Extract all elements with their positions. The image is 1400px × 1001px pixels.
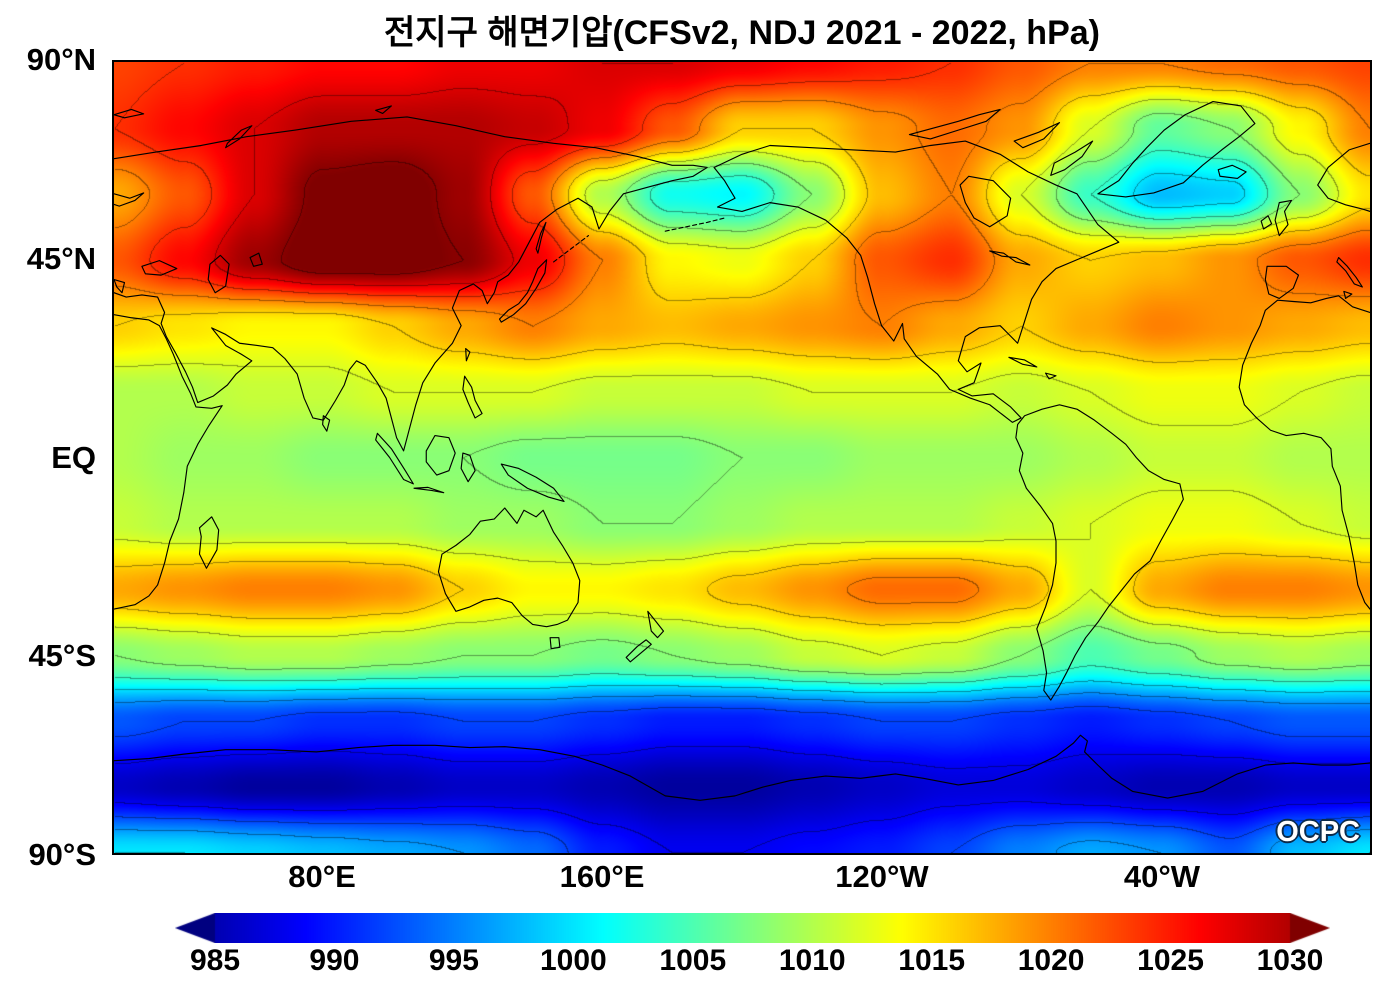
coastline-new-zealand	[626, 611, 663, 662]
coastline-south-america	[1016, 405, 1183, 700]
colorbar-tick-label: 1025	[1137, 944, 1204, 977]
coastline-cuba	[1009, 357, 1037, 367]
coastline-taiwan	[466, 349, 470, 361]
x-tick-label: 40°W	[1123, 859, 1201, 894]
y-tick-label: 90°S	[28, 837, 96, 872]
pressure-field-canvas	[114, 62, 1370, 853]
coastline-antarctica	[114, 735, 1370, 800]
x-tick-label: 80°E	[288, 859, 356, 894]
coastline-iberia	[1265, 266, 1298, 298]
coastline-greenland	[1098, 102, 1255, 197]
coastline-aleutian-islands	[665, 218, 724, 231]
x-tick-label: 160°E	[559, 859, 645, 894]
colorbar-tick-label: 1015	[898, 944, 966, 977]
coastline-great-lakes	[990, 251, 1030, 265]
coastline-hudson-bay	[960, 176, 1011, 227]
coastline-black-sea	[142, 261, 177, 276]
colorbar-tick-label: 1010	[778, 944, 846, 977]
colorbar-tick-label: 1030	[1256, 944, 1324, 977]
colorbar-tick-label: 1005	[659, 944, 727, 977]
coastline-caspian-sea	[208, 255, 229, 292]
chart-title: 전지구 해면기압(CFSv2, NDJ 2021 - 2022, hPa)	[384, 14, 1100, 52]
colorbar-canvas	[175, 913, 1330, 943]
colorbar-ticks: 985 990 995 1000 1005 1010 1015 1020 1025 1030	[175, 944, 1330, 990]
coastline-novaya-zemlya	[226, 126, 252, 148]
coastline-svalbard	[114, 109, 144, 117]
y-tick-label: 90°N	[26, 42, 96, 77]
x-axis: 80°E 160°E 120°W 40°W	[112, 859, 1372, 901]
coastline-japan	[500, 260, 547, 322]
coastline-sri-lanka	[323, 416, 330, 431]
coastline-australia	[438, 508, 579, 627]
coastline-new-guinea	[501, 464, 564, 501]
y-tick-label: 45°N	[26, 240, 96, 276]
map-plot-area: OCPC	[112, 60, 1372, 855]
colorbar-tick-label: 1000	[539, 944, 607, 977]
coastline-aral-sea	[250, 253, 262, 266]
coastline-madagascar	[199, 517, 218, 568]
coastline-scandinavia	[1318, 143, 1370, 211]
coastline-italy	[1337, 258, 1362, 287]
coastline-greece	[114, 280, 124, 293]
coastline-severnaya-zemlya	[376, 106, 392, 113]
x-tick-label: 120°W	[835, 859, 929, 894]
coastline-sakhalin	[536, 222, 546, 253]
y-tick-label: EQ	[51, 439, 96, 475]
coastline-philippines	[463, 376, 482, 418]
colorbar	[175, 913, 1330, 943]
coastline-north-america	[714, 141, 1119, 422]
colorbar-tick-label: 985	[189, 944, 241, 977]
coastline-baffin	[1051, 141, 1093, 175]
coastlines-overlay	[114, 62, 1370, 853]
coastline-sumatra	[376, 433, 414, 484]
coastline-sicily	[1344, 291, 1352, 298]
y-tick-label: 45°S	[28, 638, 96, 674]
coastline-canadian-arctic	[909, 109, 1059, 147]
coastline-britain	[1275, 200, 1291, 235]
colorbar-tick-label: 995	[428, 944, 479, 977]
coastline-iceland	[1218, 165, 1246, 178]
ocpc-watermark: OCPC	[1276, 816, 1360, 848]
coastline-asia	[114, 117, 707, 451]
colorbar-tick-label: 1020	[1017, 944, 1085, 977]
coastline-africa-west	[1239, 296, 1370, 609]
coastline-hispaniola	[1046, 373, 1056, 379]
coastline-java	[414, 487, 444, 492]
coastline-ireland	[1261, 216, 1271, 229]
coastline-sulawesi	[461, 453, 475, 482]
coastline-tasmania	[550, 638, 560, 649]
coastline-borneo	[426, 436, 455, 476]
colorbar-tick-label: 990	[309, 944, 360, 977]
coastline-africa-east	[114, 315, 222, 609]
coastlines	[114, 102, 1370, 801]
y-axis: 90°N 45°N EQ 45°S 90°S	[0, 42, 104, 872]
coastline-baltic	[114, 193, 144, 206]
coastline-kuril-islands	[554, 236, 589, 262]
